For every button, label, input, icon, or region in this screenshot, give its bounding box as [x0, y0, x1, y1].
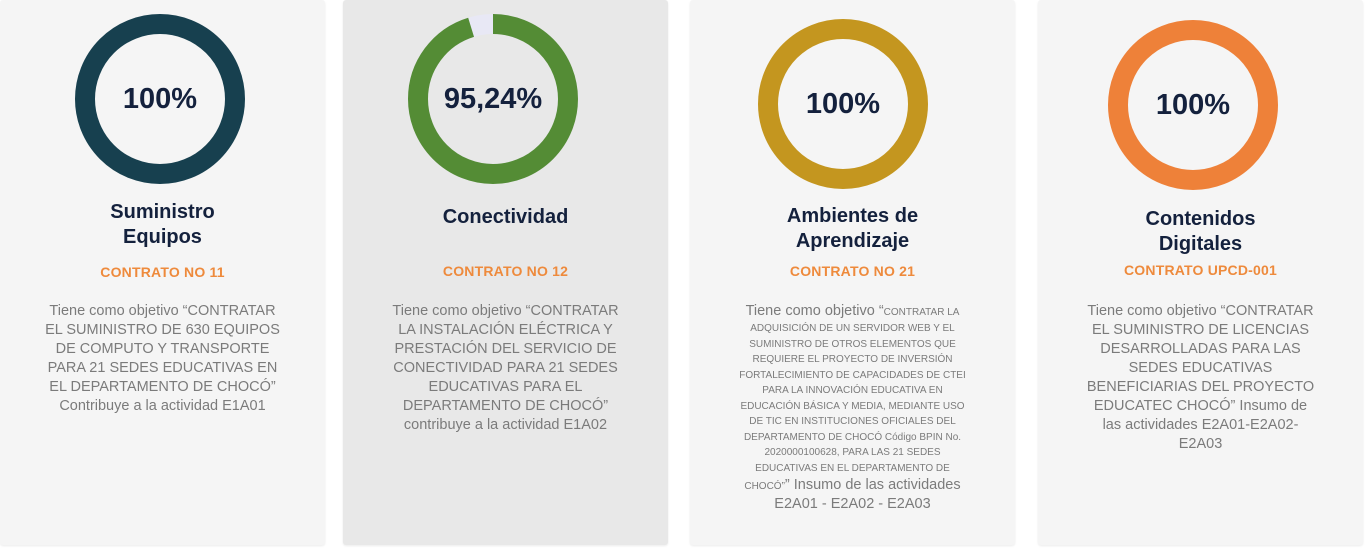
desc-line: Contribuye a la actividad E1A01	[20, 397, 305, 416]
desc-line: contribuye a la actividad E1A02	[358, 416, 653, 435]
desc-line: CONECTIVIDAD PARA 21 SEDES	[358, 359, 653, 378]
card-title-line: Contenidos	[1048, 207, 1353, 232]
card-contenidos-digitales[interactable]: 100% Contenidos Digitales CONTRATO UPCD-…	[1038, 0, 1363, 545]
progress-donut: 100%	[1108, 20, 1278, 190]
desc-line: EL SUMINISTRO DE LICENCIAS	[1058, 321, 1343, 340]
card-title-line: Ambientes de	[700, 204, 1005, 229]
desc-line: Tiene como objetivo “CONTRATAR	[358, 302, 653, 321]
desc-small-text: CHOCÓ”	[744, 481, 785, 492]
desc-line: DESARROLLADAS PARA LAS	[1058, 340, 1343, 359]
desc-line: EL DEPARTAMENTO DE CHOCÓ”	[20, 378, 305, 397]
desc-line: LA INSTALACIÓN ELÉCTRICA Y	[358, 321, 653, 340]
desc-small-line: ADQUISICIÓN DE UN SERVIDOR WEB Y EL	[700, 321, 1005, 337]
card-description: Tiene como objetivo “CONTRATAR EL SUMINI…	[1058, 302, 1343, 454]
desc-line: las actividades E2A01-E2A02-	[1058, 416, 1343, 435]
desc-small-line: DE TIC EN INSTITUCIONES OFICIALES DEL	[700, 414, 1005, 430]
desc-small-line: FORTALECIMIENTO DE CAPACIDADES DE CTEI	[700, 368, 1005, 384]
desc-line: SEDES EDUCATIVAS	[1058, 359, 1343, 378]
desc-small-line: REQUIERE EL PROYECTO DE INVERSIÓN	[700, 352, 1005, 368]
card-title-line: Equipos	[10, 225, 315, 250]
progress-donut: 100%	[75, 14, 245, 184]
percent-label: 95,24%	[408, 14, 578, 184]
desc-small-line: 2020000100628, PARA LAS 21 SEDES	[700, 445, 1005, 461]
desc-small-line: SUMINISTRO DE OTROS ELEMENTOS QUE	[700, 337, 1005, 353]
card-title-line: Conectividad	[353, 205, 658, 230]
desc-line: PARA 21 SEDES EDUCATIVAS EN	[20, 359, 305, 378]
card-description: Tiene como objetivo “CONTRATAR EL SUMINI…	[20, 302, 305, 416]
card-title: Conectividad	[353, 205, 658, 230]
contract-label: CONTRATO UPCD-001	[1038, 262, 1363, 278]
card-suministro-equipos[interactable]: 100% Suministro Equipos CONTRATO NO 11 T…	[0, 0, 325, 545]
card-title-line: Aprendizaje	[700, 229, 1005, 254]
percent-label: 100%	[758, 19, 928, 189]
desc-small-line: DEPARTAMENTO DE CHOCÓ Código BPIN No.	[700, 430, 1005, 446]
percent-label: 100%	[1108, 20, 1278, 190]
card-title-line: Suministro	[10, 200, 315, 225]
desc-line: Tiene como objetivo “CONTRATAR	[20, 302, 305, 321]
desc-prefix: Tiene como objetivo “	[746, 303, 884, 319]
desc-line: DEPARTAMENTO DE CHOCÓ”	[358, 397, 653, 416]
desc-small-line: PARA LA INNOVACIÓN EDUCATIVA EN	[700, 383, 1005, 399]
contract-label: CONTRATO NO 11	[0, 264, 325, 280]
contract-label: CONTRATO NO 12	[343, 263, 668, 279]
desc-tail: ” Insumo de las actividades	[785, 477, 961, 493]
card-description: Tiene como objetivo “CONTRATAR LA ADQUIS…	[700, 302, 1005, 514]
desc-line: Tiene como objetivo “CONTRATAR	[1058, 302, 1343, 321]
card-title: Contenidos Digitales	[1048, 207, 1353, 257]
desc-small-line: EDUCATIVAS EN EL DEPARTAMENTO DE	[700, 461, 1005, 477]
desc-small-text: CONTRATAR LA	[884, 307, 960, 318]
desc-line: CHOCÓ”” Insumo de las actividades	[700, 476, 1005, 495]
card-description: Tiene como objetivo “CONTRATAR LA INSTAL…	[358, 302, 653, 435]
desc-line: Tiene como objetivo “CONTRATAR LA	[700, 302, 1005, 321]
contract-label: CONTRATO NO 21	[690, 263, 1015, 279]
progress-donut: 100%	[758, 19, 928, 189]
desc-line: E2A01 - E2A02 - E2A03	[700, 495, 1005, 514]
card-conectividad[interactable]: 95,24% Conectividad CONTRATO NO 12 Tiene…	[343, 0, 668, 545]
percent-label: 100%	[75, 14, 245, 184]
card-title: Ambientes de Aprendizaje	[700, 204, 1005, 254]
card-title: Suministro Equipos	[10, 200, 315, 250]
desc-line: E2A03	[1058, 435, 1343, 454]
desc-line: DE COMPUTO Y TRANSPORTE	[20, 340, 305, 359]
card-title-line: Digitales	[1048, 232, 1353, 257]
progress-donut: 95,24%	[408, 14, 578, 184]
desc-small-line: EDUCACIÓN BÁSICA Y MEDIA, MEDIANTE USO	[700, 399, 1005, 415]
card-ambientes-aprendizaje[interactable]: 100% Ambientes de Aprendizaje CONTRATO N…	[690, 0, 1015, 545]
desc-line: EL SUMINISTRO DE 630 EQUIPOS	[20, 321, 305, 340]
desc-line: EDUCATEC CHOCÓ” Insumo de	[1058, 397, 1343, 416]
desc-line: EDUCATIVAS PARA EL	[358, 378, 653, 397]
desc-line: PRESTACIÓN DEL SERVICIO DE	[358, 340, 653, 359]
desc-line: BENEFICIARIAS DEL PROYECTO	[1058, 378, 1343, 397]
